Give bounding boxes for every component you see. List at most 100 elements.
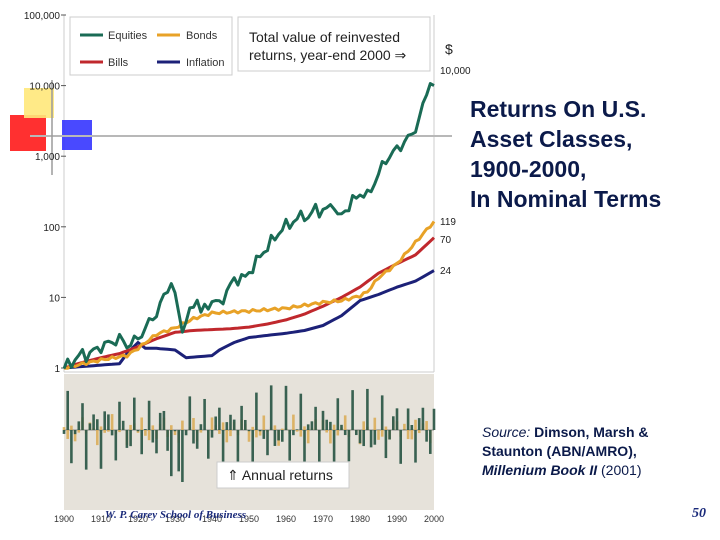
annual-bar-equities: [99, 430, 103, 469]
annual-bar-equities: [107, 414, 110, 430]
x-tick-label: 1920: [128, 514, 148, 524]
annual-bar-equities: [421, 407, 425, 430]
annual-returns-panel: [64, 374, 434, 510]
annual-bar-equities: [255, 392, 258, 430]
annual-bar-bonds: [377, 430, 380, 440]
annual-bar-equities: [366, 388, 369, 430]
annual-returns-label: ⇑ Annual returns: [227, 467, 333, 483]
annual-bar-equities: [247, 430, 251, 432]
annual-bar-bonds: [406, 430, 410, 440]
annual-bar-equities: [133, 397, 136, 430]
title-line-2: Asset Classes,: [470, 126, 633, 152]
annual-bar-bonds: [303, 426, 306, 430]
annual-bar-equities: [358, 430, 362, 444]
annual-bar-equities: [414, 430, 417, 463]
annual-bar-bonds: [192, 417, 195, 430]
annual-bar-equities: [136, 430, 140, 432]
annual-bar-equities: [343, 430, 347, 436]
annual-bar-bonds: [77, 430, 81, 433]
annual-bar-equities: [306, 424, 310, 430]
annual-bar-bonds: [151, 425, 155, 430]
annual-bar-bonds: [73, 430, 77, 442]
annual-bar-bonds: [129, 424, 132, 430]
annual-bar-equities: [388, 430, 391, 440]
annual-label-box: [216, 461, 350, 489]
annual-bar-bonds: [199, 430, 203, 433]
x-tick-label: 1910: [91, 514, 111, 524]
source-year: (2001): [597, 462, 642, 478]
annual-bar-equities: [269, 385, 273, 430]
annual-bar-equities: [347, 430, 351, 462]
annual-bar-bonds: [173, 430, 177, 436]
series-line-bonds: [63, 220, 436, 370]
annual-bar-bonds: [336, 430, 340, 436]
annual-bar-bonds: [306, 430, 310, 444]
annual-bar-equities: [336, 398, 340, 430]
source-book: Millenium Book II: [482, 462, 598, 478]
annual-bar-equities: [369, 430, 373, 448]
annual-bar-equities: [118, 401, 121, 430]
annotation-text-line2: returns, year-end 2000 ⇒: [249, 47, 407, 63]
y-tick-label: 1,000: [35, 152, 60, 163]
end-label-bonds: 119: [440, 217, 456, 228]
x-tick-label: 1980: [350, 514, 370, 524]
annual-bar-bonds: [414, 419, 417, 430]
annual-bar-equities: [351, 390, 354, 430]
x-tick-label: 2000: [424, 514, 444, 524]
annual-bar-bonds: [107, 430, 110, 432]
annual-bar-equities: [192, 430, 195, 444]
annual-bar-equities: [84, 430, 88, 470]
annual-bar-equities: [162, 410, 166, 430]
annual-bar-equities: [225, 422, 229, 430]
annual-bar-equities: [362, 430, 365, 447]
annual-bar-equities: [406, 408, 410, 430]
annual-bar-equities: [62, 430, 66, 434]
annual-bar-equities: [73, 430, 77, 435]
annual-bar-equities: [188, 396, 192, 430]
annual-bar-bonds: [70, 425, 73, 430]
annotation-box: [237, 16, 431, 72]
annual-bar-equities: [158, 412, 162, 430]
annual-bar-equities: [96, 419, 99, 430]
annual-bar-equities: [147, 400, 151, 430]
annual-bar-bonds: [62, 427, 66, 430]
title-line-4: In Nominal Terms: [470, 186, 662, 212]
annual-bar-bonds: [262, 415, 266, 430]
annual-bar-equities: [203, 398, 206, 430]
end-label-equities: 10,000: [440, 66, 471, 77]
x-tick-label: 1970: [313, 514, 333, 524]
annual-bar-bonds: [425, 421, 428, 430]
annual-bar-equities: [166, 430, 169, 451]
y-tick-label: 100,000: [24, 11, 61, 22]
slide-title: Returns On U.S. Asset Classes, 1900-2000…: [470, 94, 715, 214]
end-label-inflation: 24: [440, 266, 452, 277]
x-tick-label: 1960: [276, 514, 296, 524]
annual-bar-bonds: [66, 430, 69, 439]
annual-bar-equities: [273, 430, 277, 446]
annual-bar-equities: [262, 430, 266, 439]
annual-bar-equities: [399, 430, 402, 464]
annual-bar-equities: [244, 419, 247, 430]
annual-bar-bonds: [144, 430, 147, 436]
annual-bar-equities: [92, 414, 95, 430]
source-prefix: Source:: [482, 424, 531, 440]
annual-bar-equities: [384, 430, 388, 459]
annual-bar-bonds: [273, 425, 277, 430]
annual-bar-equities: [66, 390, 69, 430]
source-authors-2: Staunton (ABN/AMRO),: [482, 443, 637, 459]
annual-bar-bonds: [229, 430, 232, 437]
annual-bar-equities: [277, 430, 280, 441]
annual-bar-bonds: [325, 430, 328, 433]
legend-label-equities: Equities: [108, 30, 148, 42]
annual-bar-equities: [395, 408, 399, 430]
deco-yellow-square: [24, 88, 54, 118]
annual-bar-equities: [258, 430, 262, 432]
annual-bar-bonds: [329, 430, 332, 444]
annual-bar-equities: [295, 429, 299, 430]
annual-bar-bonds: [403, 423, 406, 430]
annual-bar-equities: [410, 425, 414, 430]
annual-bar-equities: [329, 421, 332, 430]
annual-bar-equities: [318, 430, 321, 476]
annual-bar-bonds: [99, 426, 103, 430]
legend-label-inflation: Inflation: [186, 57, 225, 69]
